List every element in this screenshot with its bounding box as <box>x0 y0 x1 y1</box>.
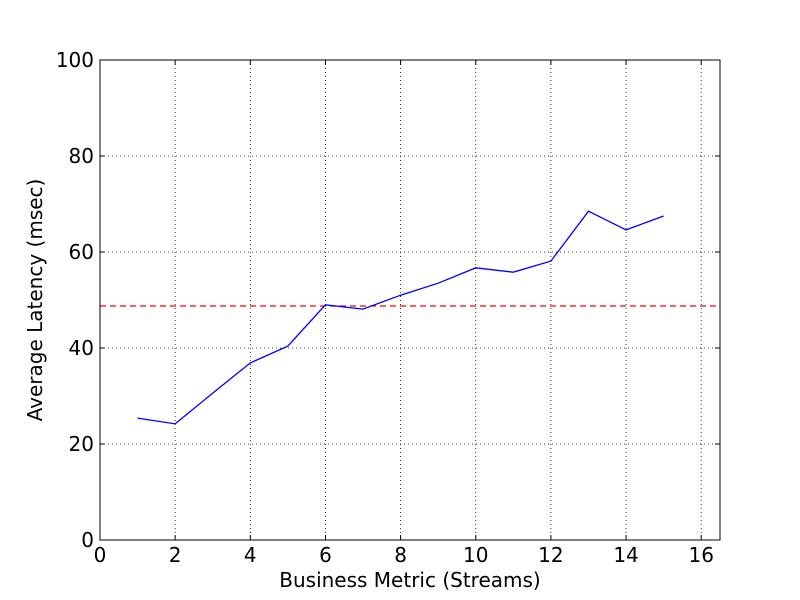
x-axis-label: Business Metric (Streams) <box>279 568 540 592</box>
x-tick-label: 12 <box>538 543 563 567</box>
x-tick-label: 0 <box>94 543 107 567</box>
x-tick-label: 6 <box>319 543 332 567</box>
x-tick-label: 14 <box>613 543 638 567</box>
y-tick-label: 0 <box>81 528 94 552</box>
y-tick-label: 40 <box>69 336 94 360</box>
x-tick-label: 2 <box>169 543 182 567</box>
x-tick-label: 10 <box>463 543 488 567</box>
x-tick-label: 4 <box>244 543 257 567</box>
plot-frame <box>99 59 721 541</box>
y-tick-label: 80 <box>69 144 94 168</box>
y-tick-label: 100 <box>56 48 94 72</box>
data-line <box>137 210 664 425</box>
y-axis-label: Average Latency (msec) <box>23 179 47 422</box>
y-tick-label: 20 <box>69 432 94 456</box>
x-tick-label: 8 <box>394 543 407 567</box>
x-tick-label: 16 <box>688 543 713 567</box>
y-tick-label: 60 <box>69 240 94 264</box>
